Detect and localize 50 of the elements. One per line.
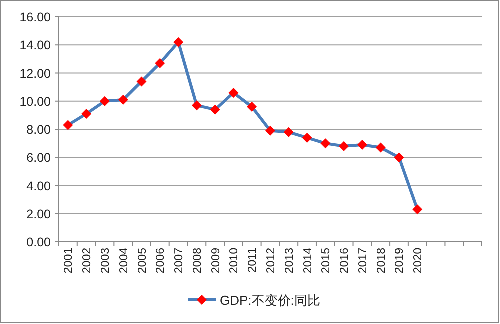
- point: [320, 138, 331, 149]
- x-tick-label: 2014: [302, 247, 314, 274]
- x-tick-label: 2016: [339, 248, 352, 274]
- x-tick-label: 2010: [228, 248, 241, 274]
- y-tick-label: 12.00: [20, 66, 52, 81]
- point: [412, 204, 423, 215]
- y-tick-label: 4.00: [26, 179, 52, 194]
- x-tick-label: 2020: [412, 248, 425, 274]
- x-tick-label: 2019: [394, 248, 406, 274]
- point: [339, 141, 350, 152]
- point: [376, 142, 386, 153]
- x-tick-label: 2005: [136, 248, 149, 274]
- x-tick-label: 2003: [100, 248, 112, 274]
- point: [174, 37, 184, 48]
- x-tick-label: 2017: [357, 248, 370, 274]
- point: [394, 152, 404, 163]
- point: [284, 127, 294, 138]
- point: [155, 58, 166, 68]
- x-tick-label: 2009: [210, 248, 222, 274]
- x-tick-label: 2004: [118, 247, 130, 274]
- x-tick-label: 2001: [63, 248, 76, 274]
- point: [247, 102, 258, 112]
- point: [228, 88, 239, 98]
- y-tick-label: 16.00: [20, 10, 52, 24]
- x-tick-label: 2002: [82, 248, 94, 274]
- point: [136, 76, 147, 87]
- y-tick-label: 14.00: [20, 38, 52, 53]
- point: [118, 94, 128, 105]
- point: [82, 109, 92, 120]
- y-tick-label: 0.00: [26, 236, 52, 250]
- y-tick-label: 6.00: [26, 151, 52, 166]
- x-tick-label: 2012: [266, 248, 278, 274]
- y-tick-label: 8.00: [26, 123, 52, 137]
- point: [63, 120, 74, 130]
- point: [357, 140, 368, 150]
- x-tick-label: 2018: [376, 248, 388, 274]
- point: [192, 100, 202, 111]
- y-tick-label: 10.00: [20, 94, 52, 109]
- x-tick-label: 2011: [247, 248, 260, 273]
- point: [100, 96, 110, 106]
- point: [302, 132, 312, 143]
- point: [210, 104, 220, 115]
- x-tick-label: 2013: [284, 248, 296, 274]
- x-tick-label: 2015: [320, 248, 333, 274]
- x-tick-label: 2006: [155, 248, 168, 274]
- y-tick-label: 2.00: [26, 207, 52, 222]
- legend-label: GDP:不变价:同比: [220, 293, 320, 308]
- point: [266, 126, 276, 136]
- x-tick-label: 2007: [174, 248, 186, 274]
- x-tick-label: 2008: [192, 248, 204, 274]
